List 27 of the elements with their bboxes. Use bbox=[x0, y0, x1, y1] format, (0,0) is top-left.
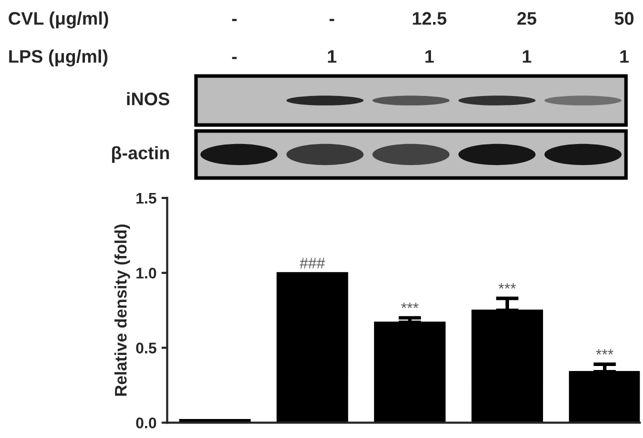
text: 1 bbox=[522, 50, 532, 63]
data-label: *** bbox=[596, 349, 614, 355]
y-tick-label: 1.5 bbox=[136, 193, 156, 204]
text: - bbox=[232, 18, 237, 22]
text: iNOS bbox=[127, 92, 170, 106]
text: 25 bbox=[517, 12, 536, 25]
y-tick-label: 0.5 bbox=[136, 342, 156, 354]
text: 1 bbox=[425, 50, 434, 63]
bar bbox=[568, 371, 640, 423]
data-label: ### bbox=[300, 258, 326, 268]
y-axis-title: Relative density (fold) bbox=[114, 224, 130, 396]
text: 12.5 bbox=[412, 12, 446, 25]
data-label: *** bbox=[498, 283, 516, 289]
text: LPS (μg/ml) bbox=[9, 50, 108, 66]
bar bbox=[471, 310, 544, 423]
text: 50 bbox=[614, 12, 634, 25]
text: - bbox=[330, 18, 334, 22]
bar bbox=[276, 272, 348, 423]
data-label: *** bbox=[401, 302, 418, 308]
text: 1 bbox=[620, 50, 629, 63]
y-tick-label: 0.0 bbox=[136, 418, 156, 428]
text: - bbox=[232, 56, 237, 60]
text: 1 bbox=[328, 50, 336, 63]
text: β-actin bbox=[112, 146, 169, 163]
text: CVL (μg/ml) bbox=[8, 12, 108, 28]
y-tick-label: 1.0 bbox=[136, 268, 156, 279]
bar bbox=[374, 322, 446, 423]
